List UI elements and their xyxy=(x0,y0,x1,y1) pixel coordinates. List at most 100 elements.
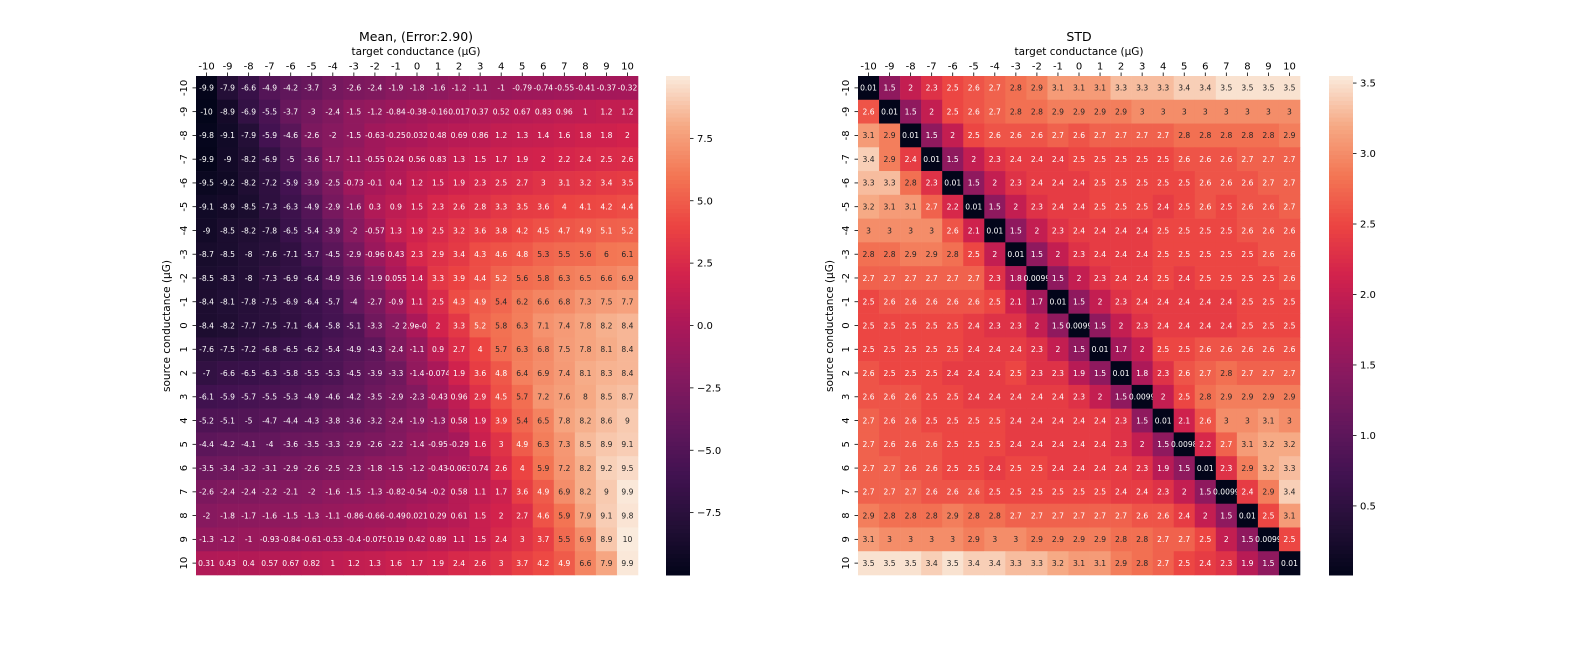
mean-heatmap-cell xyxy=(343,123,365,148)
mean-cell-label: -4.4 xyxy=(283,416,298,425)
std-cell-label: 3.5 xyxy=(905,559,917,568)
std-heatmap-cell xyxy=(1173,171,1196,196)
mean-cell-label: 0.58 xyxy=(451,416,468,425)
std-colorbar-segment xyxy=(1329,545,1353,551)
mean-colorbar-segment xyxy=(666,358,690,364)
mean-colorbar-segment xyxy=(666,213,690,218)
mean-colorbar-segment xyxy=(666,267,690,272)
mean-y-tick-label: 1 xyxy=(179,346,190,352)
mean-cell-label: -0.57 xyxy=(365,226,385,235)
std-heatmap-cell xyxy=(1005,313,1027,338)
mean-cell-label: 0.24 xyxy=(387,155,404,164)
std-cell-label: 2.4 xyxy=(989,369,1001,378)
mean-heatmap-cell xyxy=(448,171,470,196)
mean-heatmap-cell xyxy=(259,551,281,576)
mean-cell-label: -2.9 xyxy=(283,464,298,473)
std-colorbar-segment xyxy=(1329,109,1353,114)
mean-x-tick-label: 3 xyxy=(477,62,483,73)
mean-cell-label: 4.2 xyxy=(600,202,612,211)
mean-cell-label: 8.4 xyxy=(621,345,633,354)
std-heatmap-cell xyxy=(1257,456,1280,481)
std-heatmap-cell xyxy=(1173,289,1196,314)
std-heatmap-cell xyxy=(1173,479,1196,505)
std-cell-label: 2.4 xyxy=(1157,202,1169,211)
mean-heatmap-cell xyxy=(574,242,597,267)
mean-cell-label: 1.3 xyxy=(516,131,528,140)
mean-heatmap-cell xyxy=(469,76,491,101)
std-heatmap-cell xyxy=(900,147,922,172)
std-heatmap-cell xyxy=(1131,123,1153,148)
mean-colorbar-segment xyxy=(666,441,690,447)
mean-colorbar-segment xyxy=(666,313,690,318)
mean-cell-label: -4.3 xyxy=(304,416,319,425)
mean-heatmap-cell xyxy=(301,266,323,291)
std-cell-label: 2.8 xyxy=(1220,131,1232,140)
mean-cell-label: -8.9 xyxy=(220,107,235,116)
std-cell-label: 2.4 xyxy=(1073,226,1085,235)
std-heatmap-cell xyxy=(942,527,964,552)
std-colorbar-segment xyxy=(1329,342,1353,347)
std-cell-label: 2.6 xyxy=(1283,345,1295,354)
mean-cell-label: -6.9 xyxy=(241,107,256,116)
std-heatmap-cell xyxy=(1257,551,1280,576)
std-heatmap-cell xyxy=(1110,194,1132,219)
mean-colorbar-segment xyxy=(666,200,690,206)
std-heatmap-cell xyxy=(1152,171,1175,196)
std-cell-label: 1.5 xyxy=(989,202,1001,211)
std-heatmap-cell xyxy=(1005,479,1027,505)
std-cell-label: 2.6 xyxy=(1241,179,1253,188)
mean-heatmap-cell xyxy=(511,171,534,196)
mean-cell-label: 3.2 xyxy=(453,226,465,235)
mean-cell-label: 4.5 xyxy=(537,226,549,235)
mean-colorbar-segment xyxy=(666,184,690,189)
mean-colorbar-segment xyxy=(666,317,690,322)
mean-cell-label: 9.8 xyxy=(621,511,633,520)
std-heatmap-cell xyxy=(1278,551,1301,576)
std-cell-label: 2.9 xyxy=(968,535,980,544)
mean-colorbar-segment xyxy=(666,545,690,551)
mean-heatmap-cell xyxy=(343,551,365,576)
mean-heatmap-cell xyxy=(595,76,618,101)
std-cell-label: 1.9 xyxy=(1157,464,1169,473)
std-heatmap-cell xyxy=(1068,408,1090,433)
mean-heatmap-cell xyxy=(427,527,449,552)
std-y-tick-label: -7 xyxy=(841,154,852,164)
std-colorbar-segment xyxy=(1329,562,1353,568)
std-heatmap-cell xyxy=(1089,313,1111,338)
std-cell-label: 2 xyxy=(1140,440,1145,449)
std-cell-label: 2.4 xyxy=(1136,274,1148,283)
mean-cell-label: 7.4 xyxy=(558,369,570,378)
std-colorbar-segment xyxy=(1329,396,1353,401)
mean-cell-label: 1.2 xyxy=(621,107,633,116)
mean-cell-label: -5.4 xyxy=(325,345,340,354)
std-y-tick-label: 3 xyxy=(841,394,852,400)
std-heatmap-cell xyxy=(858,147,880,172)
mean-cell-label: -3.3 xyxy=(325,440,340,449)
std-cell-label: 2.5 xyxy=(968,440,980,449)
mean-heatmap-cell xyxy=(616,551,639,576)
std-cell-label: 2.5 xyxy=(1178,250,1190,259)
mean-cell-label: -3.6 xyxy=(304,155,319,164)
mean-heatmap-cell xyxy=(364,456,386,481)
mean-colorbar-segment xyxy=(666,425,690,430)
mean-cell-label: -6.4 xyxy=(304,298,319,307)
std-heatmap-cell xyxy=(1236,527,1259,552)
std-cell-label: 2.5 xyxy=(926,416,938,425)
std-heatmap-cell xyxy=(963,479,985,505)
mean-heatmap-cell xyxy=(469,194,491,219)
std-heatmap-cell xyxy=(1152,479,1175,505)
mean-heatmap-cell xyxy=(238,123,260,148)
std-heatmap-cell xyxy=(1089,171,1111,196)
std-cell-label: 2.5 xyxy=(926,345,938,354)
std-x-tick-label: -2 xyxy=(1032,62,1042,73)
mean-colorbar-segment xyxy=(666,520,690,526)
std-heatmap-cell xyxy=(984,218,1006,243)
mean-heatmap-cell xyxy=(238,99,260,124)
std-cell-label: 2.3 xyxy=(1031,345,1043,354)
mean-cell-label: -5.8 xyxy=(283,369,298,378)
mean-heatmap-cell xyxy=(490,147,513,172)
mean-heatmap-cell xyxy=(280,266,302,291)
mean-heatmap-cell xyxy=(280,313,302,338)
std-heatmap-cell xyxy=(879,432,901,457)
mean-heatmap-cell xyxy=(259,99,281,124)
